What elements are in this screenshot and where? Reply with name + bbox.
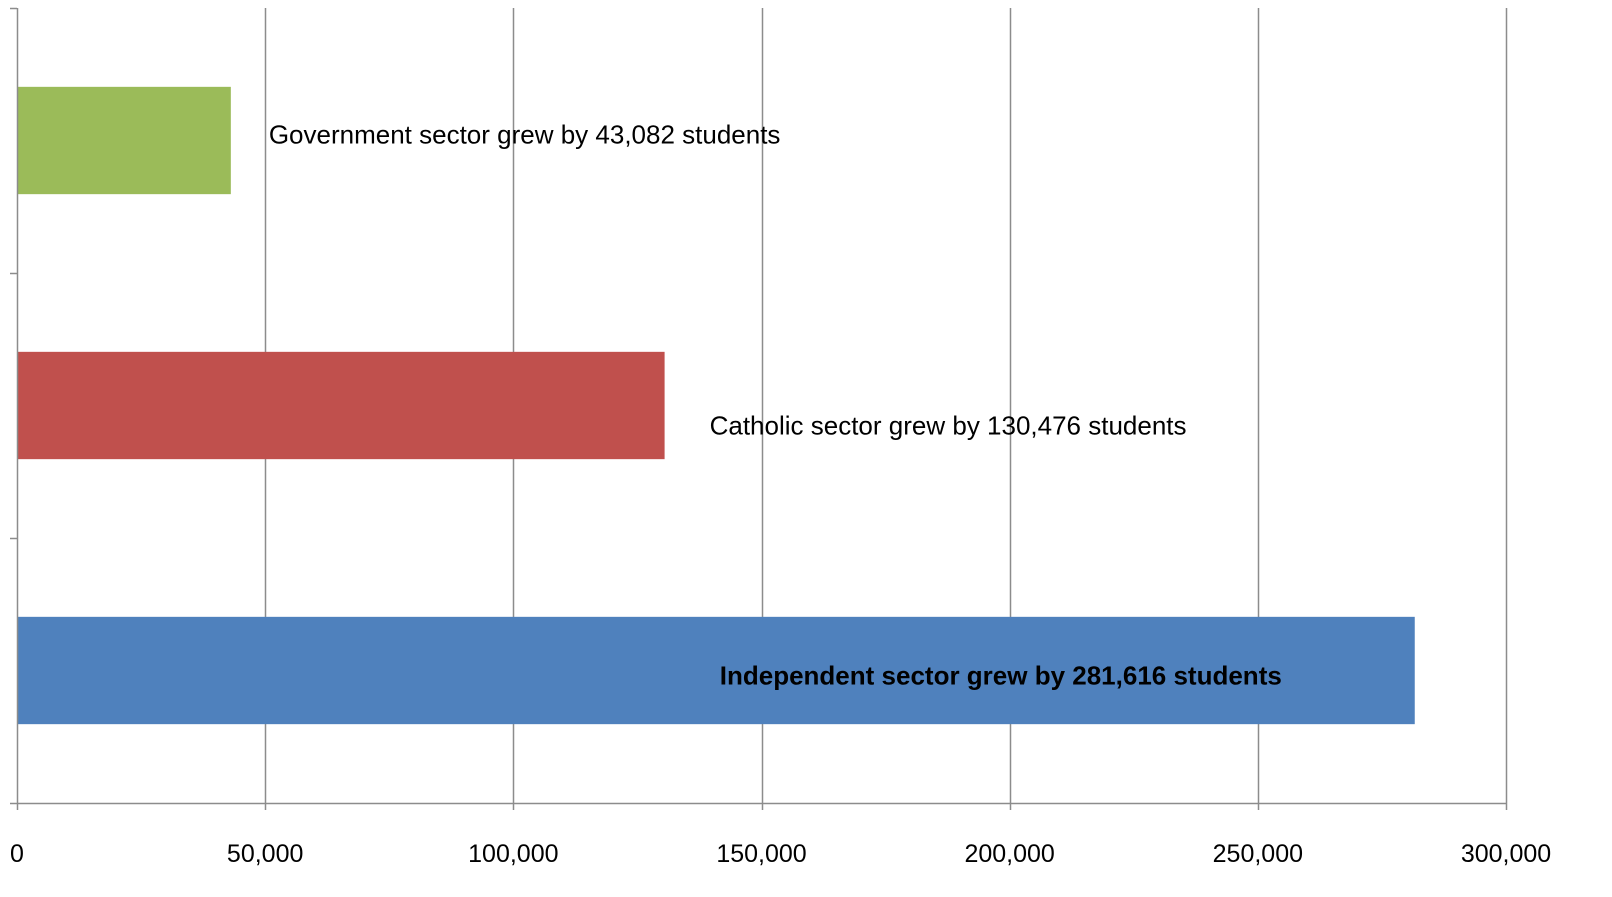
axes: 0 50,000 100,000 150,000 200,000 250,000 300,0… [10,7,1551,868]
x-tick-label: 50,000 [227,840,303,868]
x-tick-label: 150,000 [716,840,806,868]
x-tick-label: 0 [10,840,24,868]
x-tick-label: 250,000 [1213,840,1303,868]
x-tick-label: 200,000 [964,840,1054,868]
bar-independent [18,616,1415,725]
bars [18,86,1415,725]
bar-government [18,86,231,195]
data-label-catholic: Catholic sector grew by 130,476 students [710,411,1187,441]
data-label-government: Government sector grew by 43,082 student… [269,120,781,150]
x-tick-label: 300,000 [1461,840,1551,868]
data-labels: Government sector grew by 43,082 student… [269,120,1282,691]
x-tick-label: 100,000 [468,840,558,868]
data-label-independent: Independent sector grew by 281,616 stude… [720,661,1282,691]
bar-catholic [18,351,665,460]
